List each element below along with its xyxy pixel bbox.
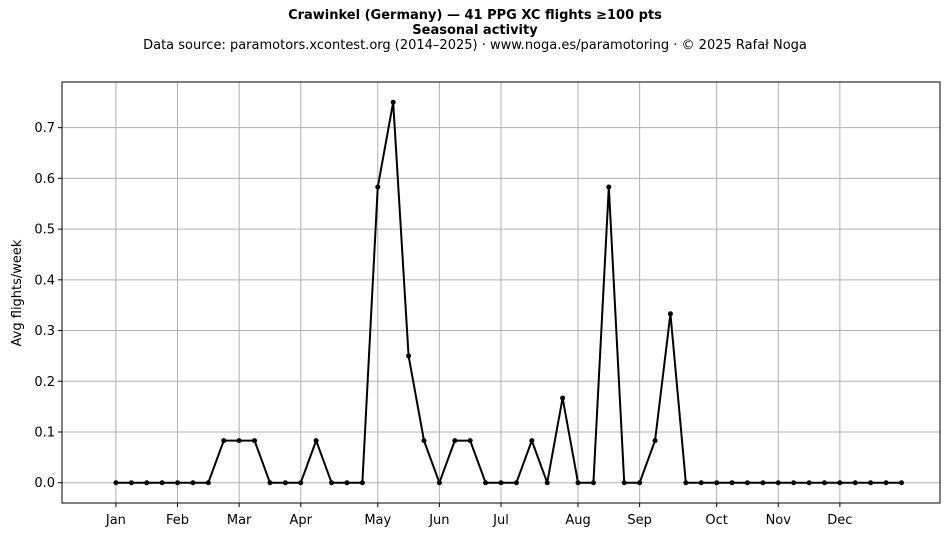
data-point: [760, 480, 766, 486]
data-point: [190, 480, 196, 486]
y-axis-label: Avg flights/week: [10, 239, 25, 346]
x-tick-label: Jan: [105, 513, 126, 528]
data-point: [806, 480, 812, 486]
data-point: [375, 184, 381, 190]
data-point: [175, 480, 181, 486]
data-point: [483, 480, 489, 486]
data-point: [621, 480, 627, 486]
x-tick-label: Aug: [565, 513, 590, 528]
x-tick-label: Oct: [705, 513, 727, 528]
series-line: [115, 101, 902, 484]
x-tick-label: Apr: [290, 513, 313, 528]
data-point: [667, 311, 673, 317]
data-point: [883, 480, 889, 486]
data-point: [544, 480, 550, 486]
data-point: [868, 480, 874, 486]
x-tick-label: Sep: [627, 513, 652, 528]
data-point: [205, 480, 211, 486]
x-tick-label: Nov: [766, 513, 792, 528]
data-point: [113, 480, 119, 486]
data-point: [791, 480, 797, 486]
x-tick-label: Jun: [428, 513, 449, 528]
y-tick-label: 0.0: [34, 476, 55, 491]
data-point: [221, 438, 227, 444]
x-tick-label: May: [364, 513, 391, 528]
x-axis: Jan Feb Mar Apr May Jun Jul Aug Sep Oct Nov Dec: [105, 503, 852, 528]
data-point: [560, 395, 566, 401]
y-tick-label: 0.2: [34, 375, 55, 390]
y-tick-label: 0.6: [34, 172, 55, 187]
data-point: [421, 438, 427, 444]
y-axis: 0.0 0.1 0.2 0.3 0.4 0.5 0.6 0.7: [34, 121, 62, 491]
x-tick-label: Jul: [492, 513, 509, 528]
x-tick-label: Dec: [827, 513, 852, 528]
data-point: [390, 99, 396, 105]
grid: [62, 82, 940, 503]
data-point: [529, 438, 535, 444]
data-point: [236, 438, 242, 444]
data-point: [898, 480, 904, 486]
data-point: [714, 480, 720, 486]
title-block: Crawinkel (Germany) — 41 PPG XC flights …: [0, 8, 950, 54]
data-point: [144, 480, 150, 486]
data-point: [298, 480, 304, 486]
data-point: [729, 480, 735, 486]
data-point: [252, 438, 258, 444]
data-point: [775, 480, 781, 486]
y-tick-label: 0.4: [34, 273, 55, 288]
data-point: [821, 480, 827, 486]
data-point: [436, 480, 442, 486]
series-group: [113, 99, 904, 486]
data-point: [852, 480, 858, 486]
data-point: [452, 438, 458, 444]
data-point: [128, 480, 134, 486]
data-point: [683, 480, 689, 486]
y-tick-label: 0.3: [34, 324, 55, 339]
data-point: [744, 480, 750, 486]
data-point: [575, 480, 581, 486]
data-source-note: Data source: paramotors.xcontest.org (20…: [143, 38, 807, 53]
data-point: [406, 353, 412, 359]
data-point: [359, 480, 365, 486]
data-point: [606, 184, 612, 190]
data-point: [159, 480, 165, 486]
data-point: [344, 480, 350, 486]
data-point: [313, 438, 319, 444]
chart-subtitle: Seasonal activity: [412, 23, 538, 38]
y-tick-label: 0.7: [34, 121, 55, 136]
data-point: [837, 480, 843, 486]
data-point: [513, 480, 519, 486]
data-point: [467, 438, 473, 444]
data-point: [637, 480, 643, 486]
chart-title: Crawinkel (Germany) — 41 PPG XC flights …: [288, 8, 662, 23]
x-tick-label: Mar: [227, 513, 252, 528]
x-tick-label: Feb: [166, 513, 189, 528]
y-tick-label: 0.5: [34, 223, 55, 238]
y-tick-label: 0.1: [34, 425, 55, 440]
data-point: [590, 480, 596, 486]
data-point: [329, 480, 335, 486]
data-point: [652, 438, 658, 444]
data-point: [267, 480, 273, 486]
data-point: [282, 480, 288, 486]
data-point: [698, 480, 704, 486]
data-point: [498, 480, 504, 486]
